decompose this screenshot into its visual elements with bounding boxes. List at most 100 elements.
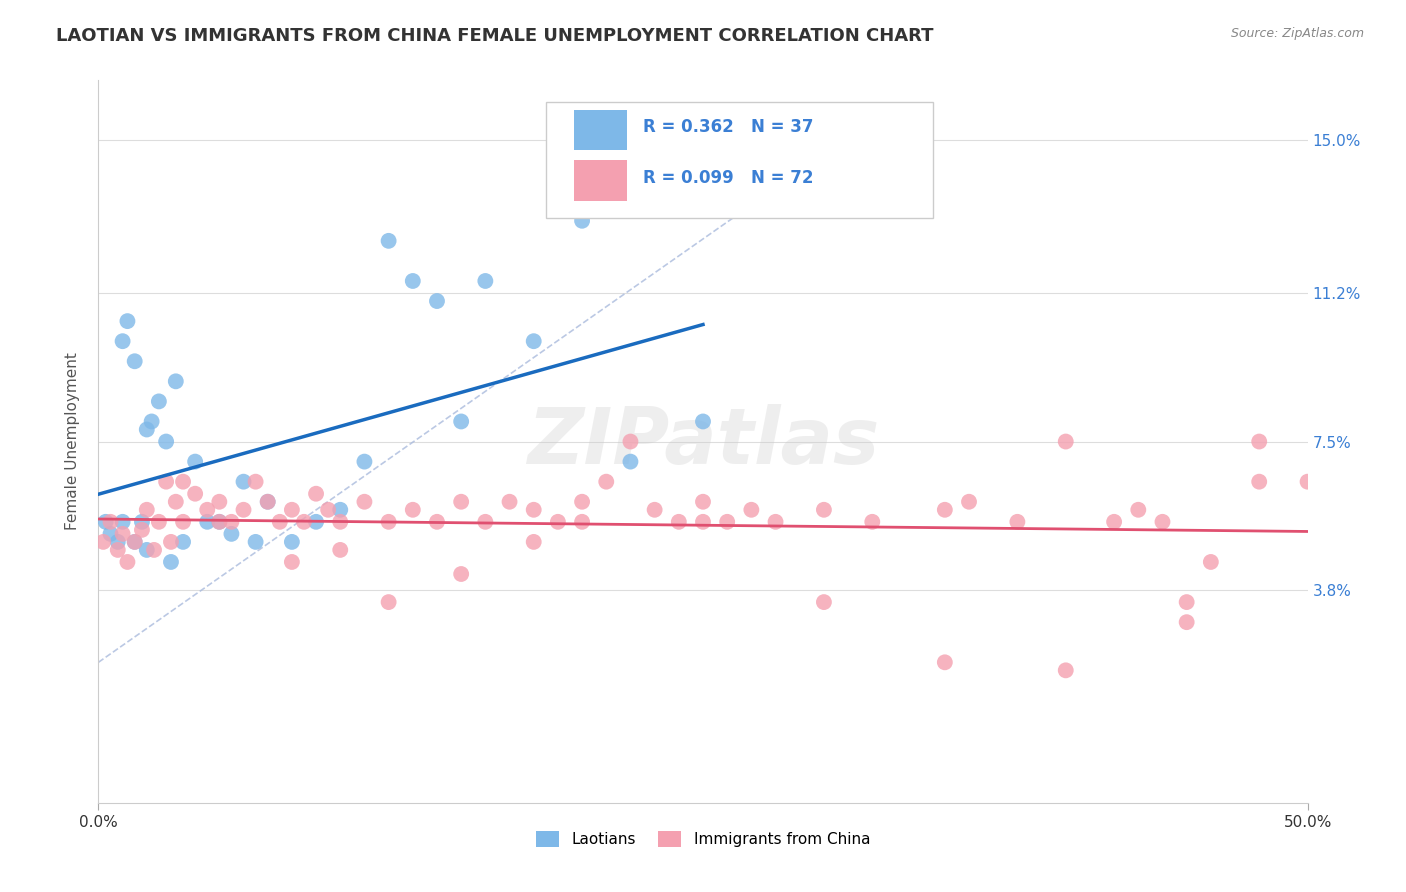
Point	[1007, 515, 1029, 529]
Point	[377, 234, 399, 248]
Text: LAOTIAN VS IMMIGRANTS FROM CHINA FEMALE UNEMPLOYMENT CORRELATION CHART: LAOTIAN VS IMMIGRANTS FROM CHINA FEMALE …	[56, 27, 934, 45]
Text: Source: ZipAtlas.com: Source: ZipAtlas.com	[1230, 27, 1364, 40]
Point	[934, 655, 956, 669]
Text: R = 0.362   N = 37: R = 0.362 N = 37	[643, 119, 813, 136]
Point	[571, 213, 593, 227]
Point	[111, 526, 134, 541]
Point	[740, 503, 762, 517]
Point	[498, 494, 520, 508]
Point	[281, 535, 304, 549]
Point	[402, 274, 425, 288]
Point	[377, 515, 399, 529]
Point	[111, 334, 134, 349]
Point	[619, 434, 641, 449]
Point	[269, 515, 291, 529]
FancyBboxPatch shape	[574, 110, 627, 151]
Point	[107, 535, 129, 549]
Point	[281, 503, 304, 517]
FancyBboxPatch shape	[574, 161, 627, 201]
Point	[91, 535, 114, 549]
Point	[1054, 434, 1077, 449]
Point	[172, 515, 194, 529]
Point	[644, 503, 666, 517]
Point	[450, 567, 472, 582]
Point	[172, 535, 194, 549]
Point	[221, 526, 243, 541]
Point	[100, 526, 122, 541]
Point	[184, 487, 207, 501]
Point	[195, 515, 218, 529]
Point	[184, 455, 207, 469]
Point	[450, 414, 472, 429]
Point	[208, 494, 231, 508]
Point	[131, 515, 153, 529]
Point	[1128, 503, 1150, 517]
Point	[692, 414, 714, 429]
Point	[1102, 515, 1125, 529]
Point	[124, 354, 146, 368]
Point	[402, 503, 425, 517]
Point	[143, 542, 166, 557]
Point	[547, 515, 569, 529]
Point	[281, 555, 304, 569]
Point	[117, 555, 139, 569]
Point	[100, 515, 122, 529]
Point	[692, 494, 714, 508]
Point	[813, 595, 835, 609]
Point	[135, 503, 157, 517]
Point	[571, 515, 593, 529]
Point	[523, 334, 546, 349]
Point	[329, 515, 352, 529]
Point	[124, 535, 146, 549]
Point	[292, 515, 315, 529]
Point	[232, 475, 254, 489]
Point	[245, 475, 267, 489]
FancyBboxPatch shape	[546, 102, 932, 218]
Point	[165, 494, 187, 508]
Point	[305, 487, 328, 501]
Point	[377, 595, 399, 609]
Point	[124, 535, 146, 549]
Legend: Laotians, Immigrants from China: Laotians, Immigrants from China	[530, 825, 876, 853]
Point	[148, 515, 170, 529]
Text: R = 0.099   N = 72: R = 0.099 N = 72	[643, 169, 813, 186]
Point	[131, 523, 153, 537]
Point	[208, 515, 231, 529]
Point	[1152, 515, 1174, 529]
Point	[1296, 475, 1319, 489]
Point	[595, 475, 617, 489]
Point	[1249, 434, 1271, 449]
Point	[474, 274, 496, 288]
Point	[148, 394, 170, 409]
Point	[571, 494, 593, 508]
Point	[474, 515, 496, 529]
Point	[141, 414, 163, 429]
Point	[256, 494, 278, 508]
Point	[94, 515, 117, 529]
Point	[1054, 664, 1077, 678]
Text: ZIPatlas: ZIPatlas	[527, 403, 879, 480]
Point	[668, 515, 690, 529]
Point	[426, 293, 449, 308]
Point	[716, 515, 738, 529]
Point	[1175, 615, 1198, 630]
Point	[765, 515, 787, 529]
Point	[1175, 595, 1198, 609]
Point	[208, 515, 231, 529]
Point	[619, 455, 641, 469]
Point	[160, 535, 183, 549]
Point	[160, 555, 183, 569]
Point	[450, 494, 472, 508]
Point	[165, 375, 187, 389]
Point	[117, 314, 139, 328]
Point	[523, 535, 546, 549]
Point	[353, 455, 375, 469]
Point	[155, 475, 177, 489]
Point	[245, 535, 267, 549]
Point	[111, 515, 134, 529]
Point	[692, 515, 714, 529]
Point	[107, 542, 129, 557]
Point	[135, 423, 157, 437]
Point	[329, 542, 352, 557]
Point	[221, 515, 243, 529]
